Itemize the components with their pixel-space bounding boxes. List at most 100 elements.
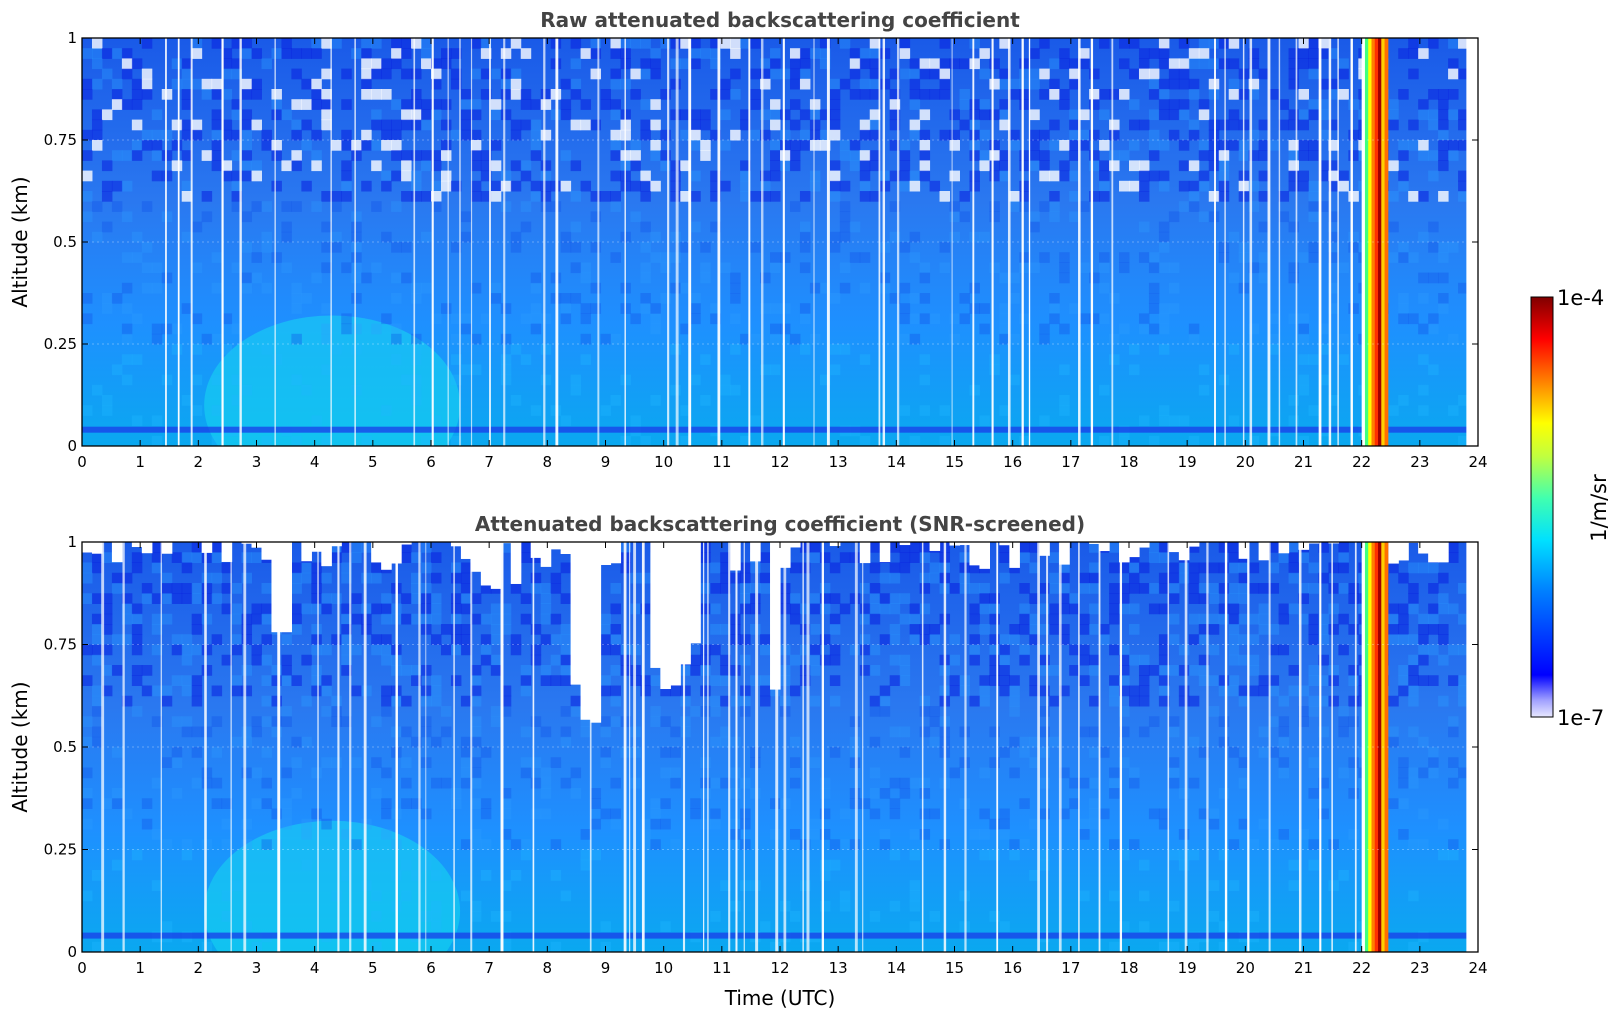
screened-out-region [1328, 542, 1339, 544]
surface-layer [82, 932, 1478, 939]
colorbar-unit-label: 1/m/sr [1587, 474, 1611, 542]
screened-out-region [1428, 542, 1439, 563]
data-gap [1007, 38, 1011, 446]
data-gap [354, 38, 356, 446]
screened-out-region [690, 542, 701, 644]
screened-out-region [730, 542, 741, 571]
screened-out-region [401, 542, 412, 545]
x-tick-label: 24 [1468, 959, 1487, 977]
x-tick-label: 7 [484, 453, 494, 471]
y-axis-label: Altitude (km) [8, 681, 32, 812]
y-tick-label: 0 [67, 437, 77, 455]
x-tick-label: 23 [1410, 959, 1429, 977]
data-gap [1224, 542, 1228, 952]
colorbar: 1e-4 1e-7 1/m/sr [1530, 286, 1611, 730]
data-gap [230, 542, 232, 952]
data-gap [543, 38, 546, 446]
data-gap [943, 542, 947, 952]
heatmap [82, 542, 1478, 952]
data-gap [1184, 542, 1188, 952]
screened-out-region [1119, 542, 1130, 563]
screened-out-region [1308, 542, 1320, 544]
data-gap [395, 542, 398, 952]
screened-out-region [111, 542, 123, 563]
chart-title: Attenuated backscattering coefficient (S… [475, 512, 1085, 536]
screened-out-region [281, 542, 292, 633]
x-tick-label: 1 [135, 453, 145, 471]
high-signal-band [1378, 542, 1382, 952]
data-gap [1350, 38, 1353, 446]
data-gap [1319, 542, 1322, 952]
screened-out-region [241, 542, 253, 544]
data-gap [160, 542, 162, 952]
x-tick-label: 17 [1061, 959, 1080, 977]
data-gap [363, 542, 367, 952]
screened-out-region [969, 542, 981, 566]
data-gap [1354, 542, 1357, 952]
screened-out-region [1099, 542, 1110, 552]
y-tick-label: 0.5 [53, 738, 77, 756]
y-tick-label: 0.75 [44, 636, 77, 654]
data-gap [755, 542, 759, 952]
screened-out-region [460, 542, 472, 559]
heatmap [82, 38, 1478, 446]
screened-out-region [979, 542, 990, 569]
data-gap [204, 542, 207, 952]
data-gap [1224, 38, 1226, 446]
screened-out-region [331, 542, 342, 547]
panel-screened: Attenuated backscattering coefficient (S… [8, 512, 1488, 1010]
screened-out-region [1418, 542, 1429, 554]
data-gap [555, 38, 559, 446]
colorbar-min-label: 1e-7 [1557, 706, 1604, 730]
data-gap [418, 542, 421, 952]
screened-out-region [1039, 542, 1050, 556]
x-tick-label: 8 [543, 453, 553, 471]
data-gap [1098, 542, 1101, 952]
x-tick-label: 1 [135, 959, 145, 977]
screened-out-region [1438, 542, 1449, 563]
high-signal-band [1368, 38, 1372, 446]
screened-out-region [490, 542, 502, 589]
screened-out-region [899, 542, 911, 546]
data-gap [748, 38, 751, 446]
screened-out-region [650, 542, 661, 668]
data-gap [735, 542, 738, 952]
data-gap [470, 38, 473, 446]
x-tick-label: 14 [887, 453, 906, 471]
x-tick-label: 16 [1003, 959, 1022, 977]
y-tick-label: 0.25 [44, 335, 77, 353]
x-tick-label: 16 [1003, 453, 1022, 471]
x-tick-label: 22 [1352, 453, 1371, 471]
data-gap [349, 542, 352, 952]
data-gap [1078, 38, 1081, 446]
screened-out-region [789, 542, 801, 548]
screened-out-region [1178, 542, 1190, 561]
screened-out-region [321, 542, 332, 567]
high-signal-band [1374, 38, 1379, 446]
screened-out-region [301, 542, 312, 562]
x-tick-label: 11 [712, 959, 731, 977]
screened-out-region [879, 542, 891, 563]
data-gap [1214, 38, 1216, 446]
data-gap [330, 38, 332, 446]
y-tick-label: 1 [67, 533, 77, 551]
screened-out-region [670, 542, 681, 686]
x-tick-label: 8 [543, 959, 553, 977]
screened-out-region [530, 542, 542, 558]
x-tick-label: 23 [1410, 453, 1429, 471]
data-gap [243, 542, 247, 952]
x-tick-label: 19 [1178, 959, 1197, 977]
screened-out-region [1129, 542, 1140, 558]
x-tick-label: 22 [1352, 959, 1371, 977]
surface-layer [82, 426, 1478, 433]
screened-out-region [610, 542, 622, 564]
data-gap [239, 38, 242, 446]
screened-out-region [371, 542, 382, 563]
high-signal-band [1384, 542, 1389, 952]
screened-out-region [381, 542, 392, 570]
screened-out-region [201, 542, 213, 553]
y-tick-label: 0.25 [44, 841, 77, 859]
screened-out-region [600, 542, 612, 565]
screened-out-region [1238, 542, 1250, 559]
data-gap [413, 38, 416, 446]
